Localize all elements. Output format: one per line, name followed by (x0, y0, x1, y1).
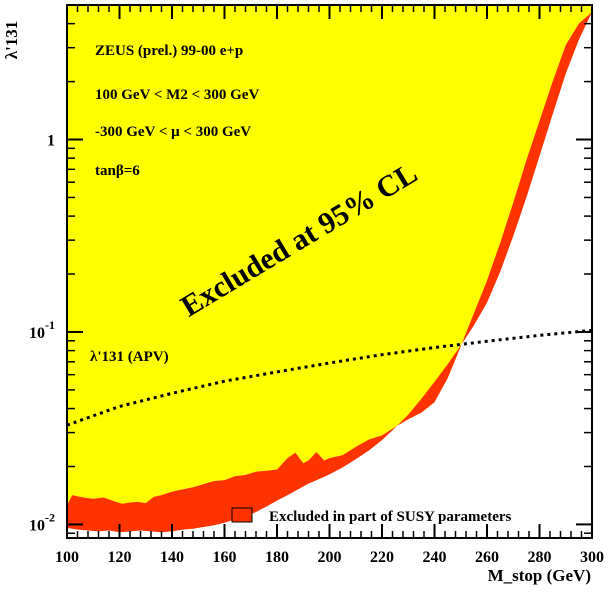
x-tick-label: 240 (423, 549, 447, 566)
x-tick-label: 220 (370, 549, 394, 566)
legend-swatch (231, 507, 253, 523)
apv-limit-line (66, 328, 593, 427)
x-axis-title: M_stop (GeV) (488, 566, 591, 585)
y-tick-label: 1 (47, 133, 55, 150)
y-tick-label: 10-1 (29, 318, 55, 342)
y-tick-label: 10-2 (29, 510, 55, 534)
y-axis-title: λ'131 (2, 21, 21, 60)
annotation-mu: -300 GeV < μ < 300 GeV (95, 124, 251, 140)
x-tick-label: 160 (213, 549, 237, 566)
x-tick-label: 120 (108, 549, 132, 566)
excluded-95-region (67, 5, 592, 506)
annotation-tanbeta: tanβ=6 (95, 163, 140, 179)
annotation-m2: 100 GeV < M2 < 300 GeV (95, 87, 259, 103)
x-tick-label: 140 (160, 549, 184, 566)
legend-label: Excluded in part of SUSY parameters (269, 509, 512, 525)
x-tick-label: 200 (318, 549, 342, 566)
line-layer (66, 328, 593, 427)
x-tick-label: 260 (475, 549, 499, 566)
x-tick-label: 100 (55, 549, 79, 566)
x-tick-label: 280 (528, 549, 552, 566)
x-tick-label: 300 (580, 549, 604, 566)
annotation-apv: λ'131 (APV) (90, 349, 169, 365)
annotation-zeus: ZEUS (prel.) 99-00 e+p (95, 43, 243, 59)
axes-layer: 100 120 140 160 180 200 220 240 260 280 300 10-2 10-… (29, 4, 604, 566)
fill-layer (67, 5, 592, 533)
x-tick-label: 180 (265, 549, 289, 566)
